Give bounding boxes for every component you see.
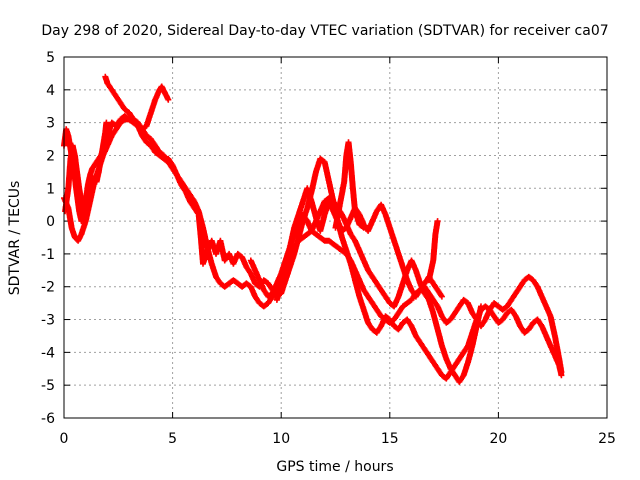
y-tick-label: 5 (46, 50, 55, 66)
y-tick-label: 2 (46, 148, 55, 164)
y-tick-label: -6 (41, 411, 55, 427)
x-tick-label: 5 (168, 431, 177, 447)
x-tick-label: 0 (60, 431, 69, 447)
x-tick-label: 25 (598, 431, 616, 447)
sdtvar-trace-3 (165, 155, 565, 382)
y-axis-label: SDTVAR / TECUs (7, 181, 23, 296)
chart-title: Day 298 of 2020, Sidereal Day-to-day VTE… (41, 23, 608, 39)
sdtvar-trace-8 (62, 119, 110, 221)
x-tick-label: 20 (489, 431, 507, 447)
y-tick-label: -3 (41, 313, 55, 329)
y-tick-label: 1 (46, 181, 55, 197)
sdtvar-trace-6 (332, 139, 367, 231)
y-tick-label: 3 (46, 116, 55, 132)
y-tick-label: 0 (46, 214, 55, 230)
x-tick-label: 10 (272, 431, 290, 447)
plot-frame (63, 56, 608, 419)
y-tick-label: 4 (46, 83, 55, 99)
tick-labels: 0 5 10 15 20 25 -6 -5 -4 -3 -2 -1 0 1 2 3 4 5 (41, 50, 616, 447)
grid (64, 57, 607, 418)
y-tick-label: -1 (41, 247, 55, 263)
y-tick-label: -2 (41, 280, 55, 296)
x-tick-label: 15 (381, 431, 399, 447)
sdtvar-trace-7 (425, 218, 441, 284)
y-tick-label: -4 (41, 345, 55, 361)
y-tick-label: -5 (41, 378, 55, 394)
plot-area (61, 73, 565, 385)
x-axis-label: GPS time / hours (276, 459, 393, 475)
